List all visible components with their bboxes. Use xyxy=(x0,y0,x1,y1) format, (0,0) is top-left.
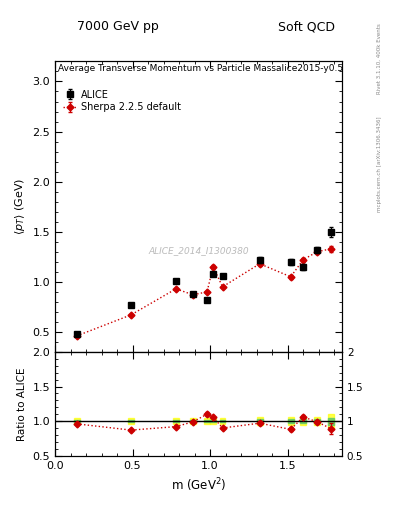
Bar xyxy=(128,420,134,422)
Bar xyxy=(74,420,79,422)
Bar xyxy=(173,420,179,422)
Text: Average Transverse Momentum vs Particle Massalice2015-y0.5: Average Transverse Momentum vs Particle … xyxy=(58,65,343,73)
Bar xyxy=(173,418,179,424)
Legend: ALICE, Sherpa 2.2.5 default: ALICE, Sherpa 2.2.5 default xyxy=(63,90,181,113)
Bar xyxy=(314,419,320,423)
Bar xyxy=(220,420,225,422)
Bar xyxy=(204,420,210,422)
Bar xyxy=(257,417,263,425)
Bar xyxy=(128,418,134,424)
Bar xyxy=(328,414,334,428)
Bar xyxy=(74,418,79,424)
Bar xyxy=(328,418,334,424)
Bar xyxy=(204,418,210,424)
Text: mcplots.cern.ch [arXiv:1306.3436]: mcplots.cern.ch [arXiv:1306.3436] xyxy=(377,116,382,211)
X-axis label: m (GeV$^2$): m (GeV$^2$) xyxy=(171,476,226,494)
Bar xyxy=(190,420,196,422)
Bar xyxy=(190,418,196,424)
Text: Rivet 3.1.10, 400k Events: Rivet 3.1.10, 400k Events xyxy=(377,24,382,94)
Bar xyxy=(210,418,216,424)
Bar xyxy=(288,417,294,425)
Y-axis label: Ratio to ALICE: Ratio to ALICE xyxy=(17,367,27,440)
Bar xyxy=(210,420,216,422)
Bar xyxy=(220,418,225,424)
Bar xyxy=(314,417,320,425)
Bar xyxy=(288,419,294,423)
Bar xyxy=(300,417,306,425)
Text: ALICE_2014_I1300380: ALICE_2014_I1300380 xyxy=(148,246,249,255)
Text: 7000 GeV pp: 7000 GeV pp xyxy=(77,20,159,33)
Text: Soft QCD: Soft QCD xyxy=(278,20,335,33)
Bar xyxy=(300,419,306,423)
Bar xyxy=(257,419,263,423)
Y-axis label: $\langle p_T \rangle$ (GeV): $\langle p_T \rangle$ (GeV) xyxy=(13,178,27,236)
